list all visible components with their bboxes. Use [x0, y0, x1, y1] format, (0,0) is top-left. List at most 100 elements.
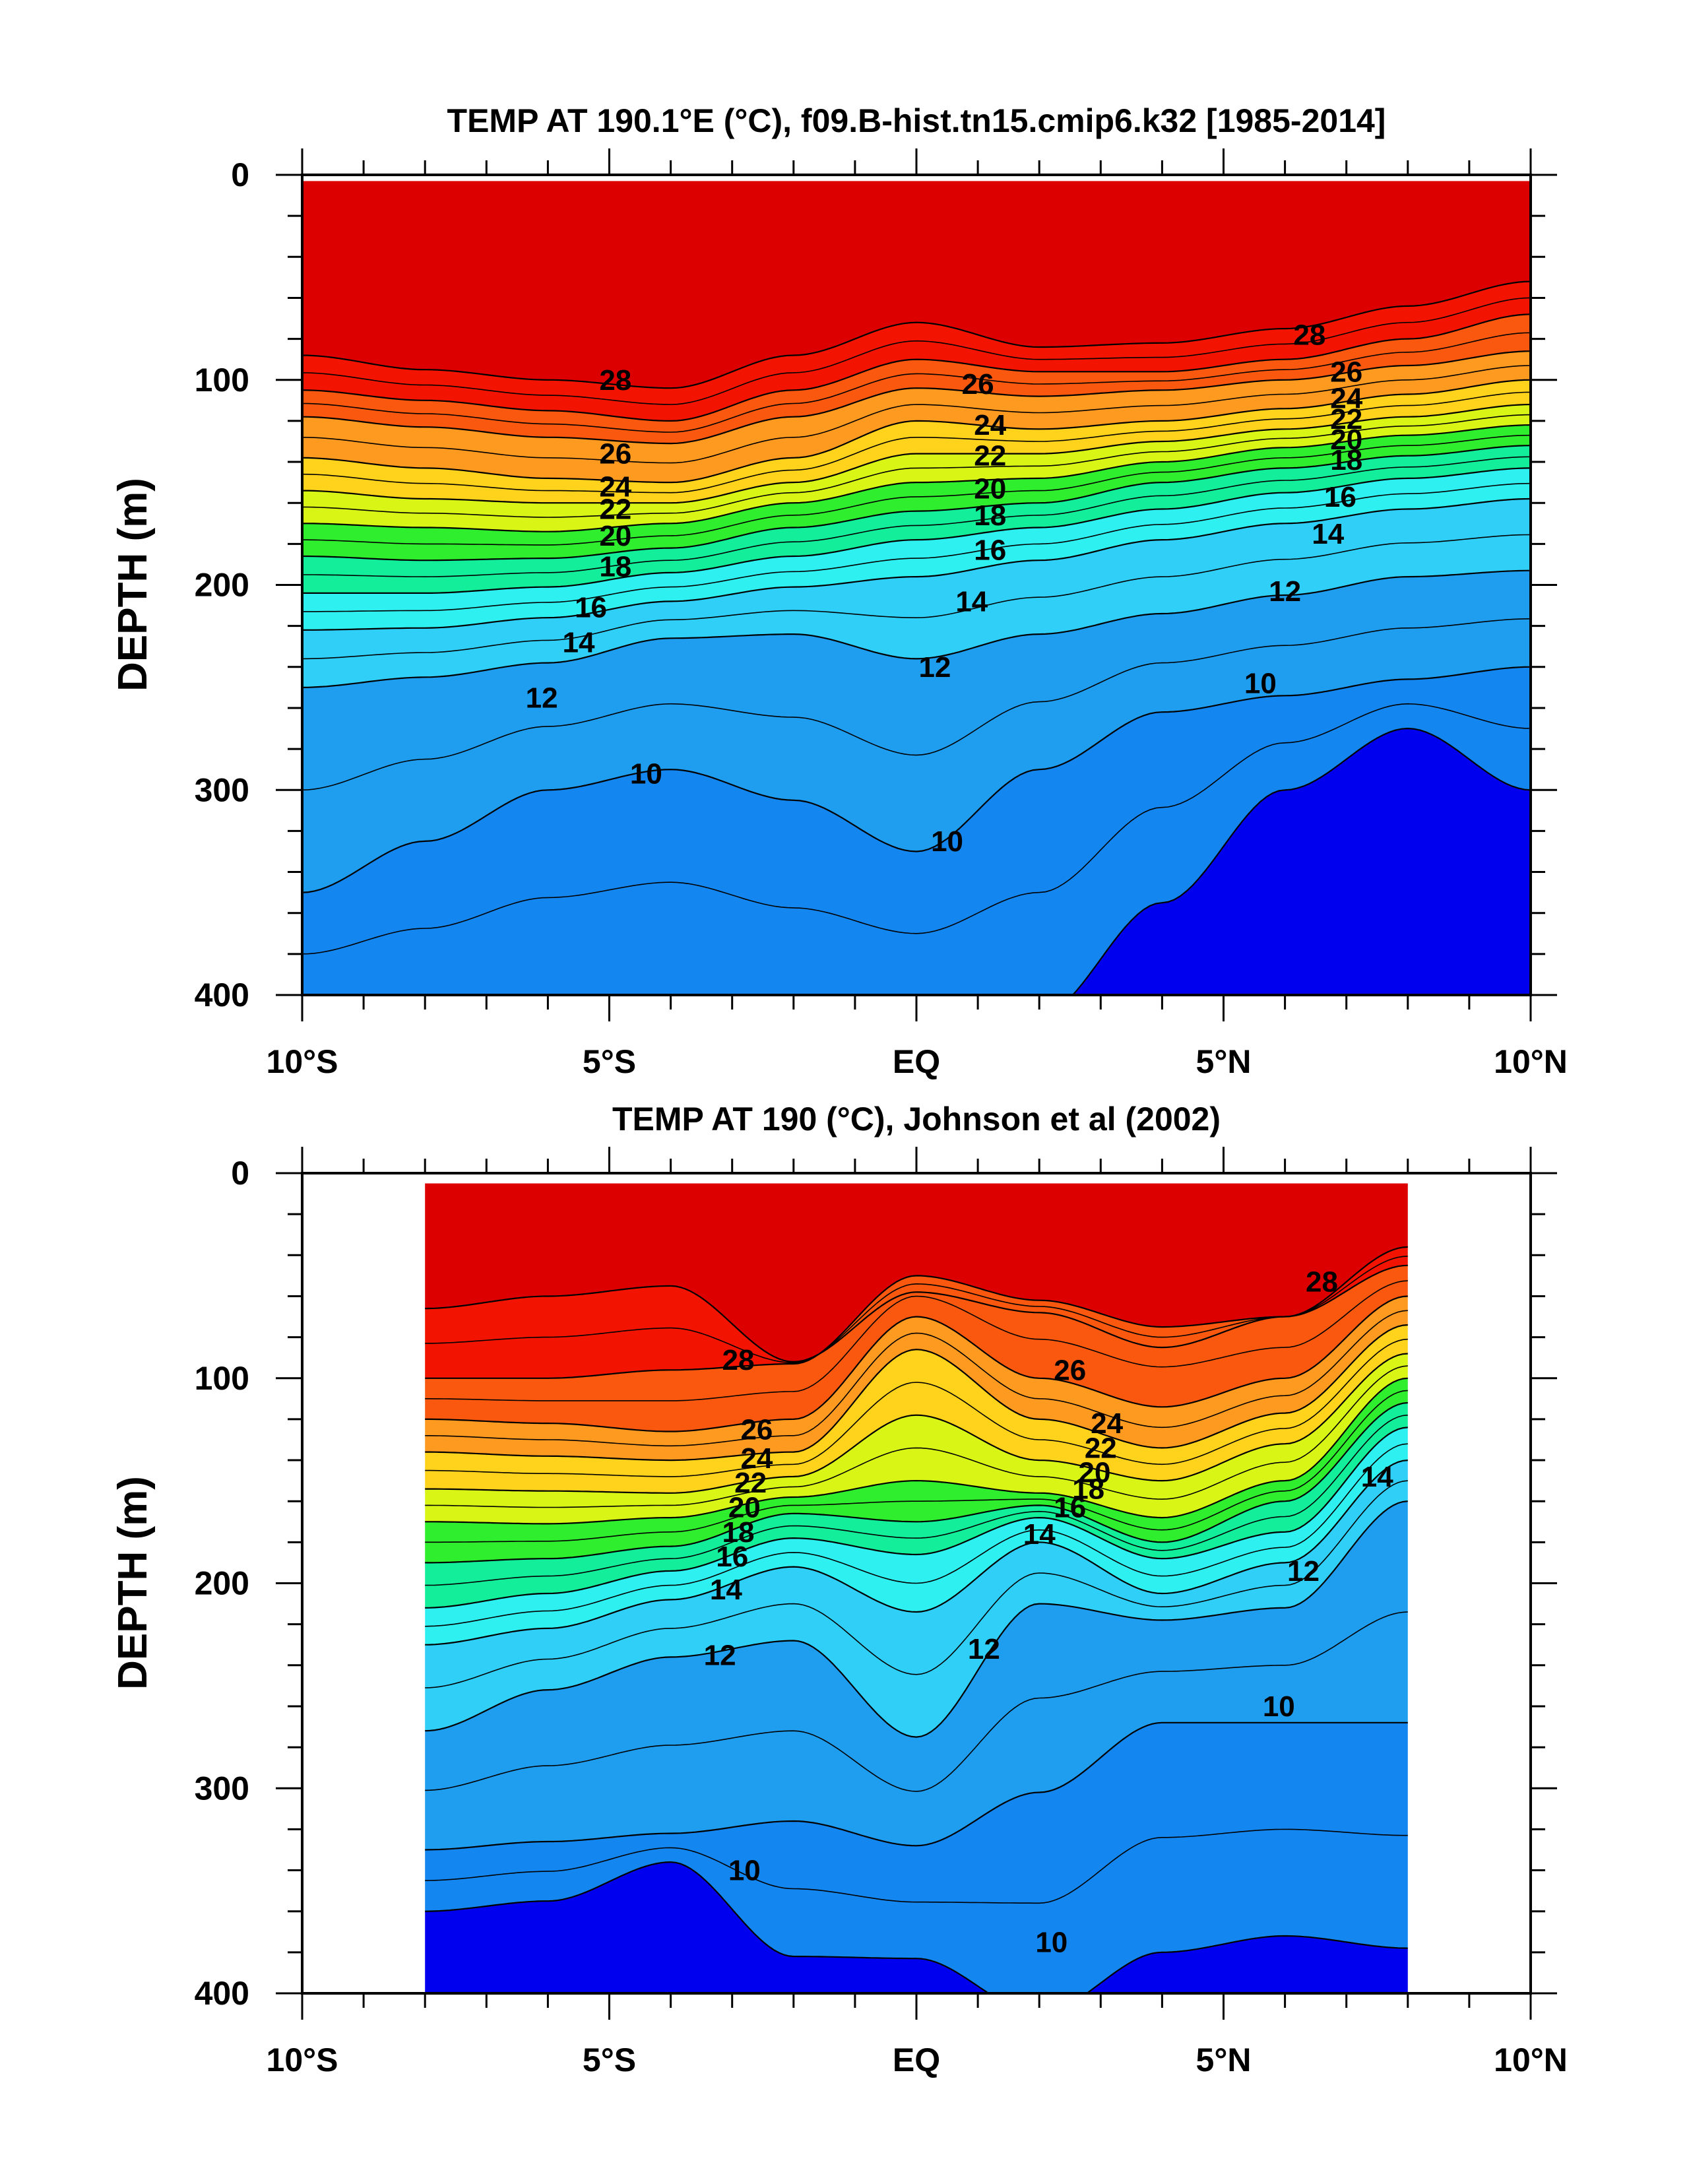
contour-label: 10 — [1263, 1690, 1295, 1723]
fill-band-29 — [425, 1183, 1408, 1362]
y-tick-label: 400 — [195, 977, 249, 1013]
panel-observations-fills — [425, 1173, 1408, 1993]
contour-label: 22 — [974, 440, 1006, 472]
contour-label: 26 — [962, 368, 994, 401]
contour-label: 28 — [599, 364, 631, 397]
fill-band-18 — [302, 425, 1531, 561]
panel-model-contour-lines — [302, 280, 1531, 995]
y-tick-label: 200 — [195, 567, 249, 604]
x-tick-label: 10°S — [267, 2041, 338, 2078]
contour-line-10 — [425, 1721, 1408, 1851]
contour-label: 12 — [1287, 1555, 1320, 1588]
contour-label: 12 — [968, 1633, 1000, 1665]
contour-line-24 — [425, 1324, 1408, 1461]
contour-label: 10 — [630, 757, 662, 790]
contour-line-26 — [425, 1295, 1408, 1432]
fill-band-12 — [425, 1460, 1408, 1737]
contour-label: 24 — [740, 1442, 773, 1475]
contour-line-17 — [302, 456, 1531, 577]
contour-line-9 — [302, 703, 1531, 955]
contour-line-15 — [302, 482, 1531, 612]
x-tick-label: EQ — [893, 2041, 940, 2078]
contour-line-23 — [302, 391, 1531, 494]
contour-label: 26 — [1330, 356, 1362, 388]
contour-label: 10 — [1244, 668, 1277, 700]
contour-label: 16 — [575, 592, 607, 624]
contour-label: 18 — [1330, 444, 1362, 476]
fill-band-12 — [302, 499, 1531, 688]
contour-label: 24 — [1330, 383, 1362, 415]
contour-line-27 — [302, 332, 1531, 433]
contour-line-24 — [302, 379, 1531, 484]
panel-model-title: TEMP AT 190.1°E (°C), f09.B-hist.tn15.cm… — [447, 102, 1386, 139]
panel-observations-y-axis-label: DEPTH (m) — [110, 1476, 156, 1690]
contour-label: 22 — [1330, 403, 1362, 435]
contour-label: 18 — [599, 551, 631, 583]
contour-line-26 — [302, 350, 1531, 445]
x-tick-label: EQ — [893, 1043, 940, 1080]
contour-label: 22 — [1085, 1432, 1117, 1464]
panel-observations-axes: 0 100 200 300 400 10°S 5°S EQ 5°N 10°N — [195, 1147, 1568, 2078]
contour-line-14 — [302, 498, 1531, 631]
fill-band-14 — [425, 1427, 1408, 1645]
fill-band-16 — [425, 1403, 1408, 1608]
contour-line-19 — [302, 434, 1531, 546]
panel-model-contour-labels: 2828262422201816141210262422201816141210… — [526, 319, 1363, 858]
panel-observations-contour-lines — [425, 1246, 1408, 1993]
contour-line-19 — [425, 1390, 1408, 1543]
contour-label: 24 — [599, 470, 631, 503]
fill-band-29 — [302, 181, 1531, 389]
contour-label: 28 — [1306, 1266, 1338, 1299]
panel-model-fills — [302, 175, 1531, 995]
y-tick-label: 100 — [195, 1360, 249, 1397]
contour-label: 12 — [1269, 575, 1301, 608]
contour-label: 20 — [728, 1492, 761, 1524]
contour-line-27 — [425, 1280, 1408, 1401]
x-tick-label: 10°N — [1494, 2041, 1568, 2078]
contour-line-9 — [425, 1861, 1408, 1993]
fill-band-22 — [425, 1325, 1408, 1493]
fill-band-9 — [425, 1722, 1408, 1993]
contour-label: 10 — [931, 825, 963, 858]
fill-band-14 — [302, 468, 1531, 630]
panel-model-axes: 0 100 200 300 400 10°S 5°S EQ 5°N 10°N — [195, 148, 1568, 1080]
contour-line-11 — [425, 1611, 1408, 1792]
contour-line-16 — [425, 1427, 1408, 1609]
contour-label: 24 — [974, 409, 1006, 441]
contour-line-28 — [425, 1264, 1408, 1379]
contour-label: 16 — [974, 534, 1006, 567]
x-tick-label: 10°S — [267, 1043, 338, 1080]
contour-line-21 — [302, 414, 1531, 518]
x-tick-label: 5°S — [583, 2041, 636, 2078]
contour-line-18 — [302, 445, 1531, 562]
contour-label: 14 — [1023, 1518, 1056, 1551]
contour-line-12 — [425, 1500, 1408, 1738]
fill-band-26 — [425, 1265, 1408, 1432]
y-tick-label: 300 — [195, 1770, 249, 1807]
contour-label: 20 — [599, 520, 631, 552]
x-tick-label: 10°N — [1494, 1043, 1568, 1080]
contour-line-12 — [302, 569, 1531, 688]
contour-line-18 — [425, 1401, 1408, 1564]
contour-label: 28 — [722, 1344, 755, 1376]
contour-line-25 — [425, 1310, 1408, 1447]
x-tick-label: 5°S — [583, 1043, 636, 1080]
fill-band-18 — [425, 1378, 1408, 1563]
y-tick-label: 200 — [195, 1565, 249, 1602]
y-tick-label: 100 — [195, 362, 249, 399]
fill-band-coldest — [425, 1862, 1408, 1993]
contour-label: 12 — [918, 651, 951, 684]
fill-band-26 — [302, 314, 1531, 444]
panel-observations: TEMP AT 190 (°C), Johnson et al (2002) 2… — [110, 1101, 1568, 2078]
contour-line-22 — [425, 1353, 1408, 1494]
contour-label: 18 — [722, 1516, 755, 1549]
contour-line-29 — [425, 1246, 1408, 1363]
panel-observations-contour-labels: 2828262422201816141210262422201816141210… — [704, 1266, 1394, 1959]
panel-model: TEMP AT 190.1°E (°C), f09.B-hist.tn15.cm… — [110, 102, 1568, 1080]
contour-label: 26 — [1054, 1354, 1086, 1386]
contour-label: 20 — [1330, 424, 1362, 456]
y-tick-label: 0 — [231, 1155, 249, 1192]
contour-line-28 — [302, 297, 1531, 405]
fill-band-16 — [302, 445, 1531, 593]
contour-label: 26 — [599, 438, 631, 470]
